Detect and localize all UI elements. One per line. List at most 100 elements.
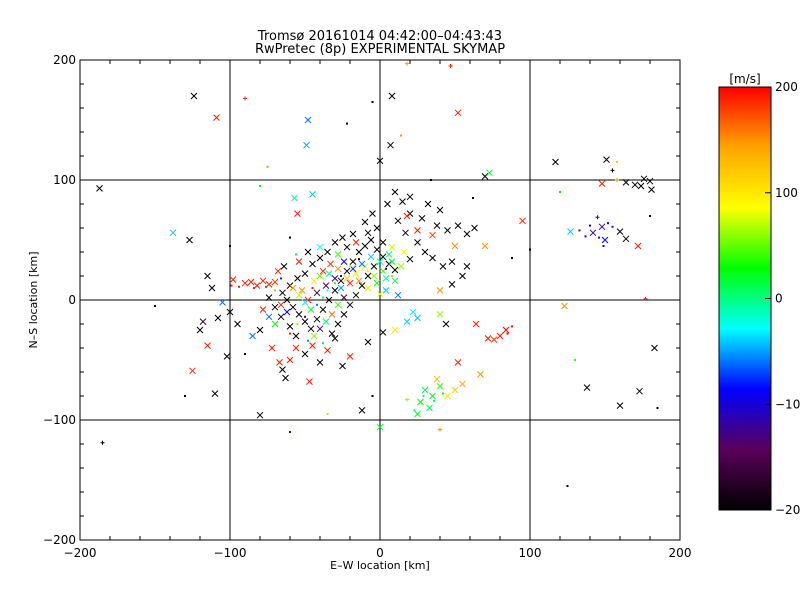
data-point-258 — [295, 258, 303, 265]
data-point-115 — [316, 359, 324, 366]
data-point-150 — [399, 198, 406, 205]
data-point-117 — [346, 353, 354, 360]
data-point-256 — [316, 243, 324, 251]
data-point-96 — [208, 284, 216, 292]
data-point-293 — [400, 134, 402, 137]
data-point-98 — [219, 299, 226, 306]
data-point-22 — [610, 168, 615, 173]
data-point-306 — [574, 359, 576, 361]
data-point-141 — [454, 222, 462, 229]
data-point-130 — [463, 263, 471, 270]
data-point-132 — [429, 254, 436, 262]
data-point-93 — [253, 287, 255, 289]
data-point-267 — [316, 303, 318, 306]
data-point-264 — [388, 243, 396, 251]
data-point-27 — [640, 175, 648, 183]
data-point-231 — [382, 275, 390, 282]
data-point-31 — [634, 242, 642, 250]
data-point-209 — [370, 272, 378, 280]
x-tick-label: 100 — [519, 546, 542, 560]
y-tick-label: 100 — [53, 173, 76, 187]
data-point-17 — [481, 173, 489, 180]
data-point-215 — [358, 260, 366, 268]
data-point-157 — [373, 224, 381, 232]
data-point-56 — [490, 336, 498, 343]
data-point-281 — [322, 342, 324, 345]
data-point-21 — [603, 156, 610, 163]
data-point-145 — [424, 200, 432, 208]
data-point-131 — [439, 263, 447, 270]
data-point-241 — [277, 301, 285, 309]
data-point-240 — [283, 308, 291, 316]
data-point-46 — [561, 302, 568, 310]
data-point-156 — [448, 258, 456, 265]
x-tick-label: 200 — [669, 546, 692, 560]
data-point-72 — [433, 375, 441, 383]
data-point-185 — [379, 253, 387, 261]
axis-ticks — [79, 59, 681, 541]
data-point-297 — [656, 407, 659, 409]
data-point-277 — [304, 315, 306, 318]
data-point-175 — [319, 306, 327, 313]
data-point-43 — [611, 225, 614, 228]
data-point-33 — [589, 229, 597, 237]
data-point-112 — [306, 378, 313, 385]
data-point-86 — [241, 279, 249, 287]
data-point-257 — [304, 248, 312, 256]
colorbar-tick-label: 200 — [775, 80, 798, 94]
data-point-162 — [324, 248, 331, 256]
data-point-195 — [328, 330, 336, 337]
data-point-34 — [598, 223, 606, 231]
data-point-248 — [328, 311, 336, 318]
x-tick-label: −100 — [214, 546, 247, 560]
data-point-7 — [454, 109, 462, 117]
data-point-75 — [442, 392, 444, 395]
data-point-55 — [496, 332, 504, 340]
data-point-124 — [414, 314, 421, 322]
data-point-298 — [616, 161, 618, 163]
data-point-193 — [340, 311, 348, 318]
y-tick-labels: −200 −100 0 100 200 — [43, 53, 76, 547]
data-point-77 — [405, 397, 409, 402]
data-point-14 — [186, 236, 193, 244]
data-point-20 — [552, 158, 559, 166]
data-point-212 — [385, 251, 393, 258]
data-point-304 — [184, 395, 186, 397]
data-point-244 — [259, 306, 267, 313]
data-point-118 — [339, 362, 346, 370]
data-point-25 — [622, 179, 630, 186]
data-point-127 — [436, 287, 444, 294]
data-point-222 — [298, 287, 306, 294]
data-point-236 — [307, 306, 315, 313]
data-point-168 — [279, 289, 286, 297]
data-point-246 — [316, 325, 324, 333]
data-point-170 — [289, 303, 297, 311]
data-point-134 — [414, 239, 421, 246]
data-point-158 — [361, 218, 369, 226]
data-point-282 — [280, 277, 282, 280]
data-point-18 — [486, 169, 493, 177]
data-point-60 — [472, 320, 480, 328]
data-point-247 — [322, 318, 330, 325]
data-point-4 — [304, 116, 312, 124]
data-point-255 — [394, 291, 402, 299]
data-point-284 — [154, 305, 156, 307]
x-tick-label: −200 — [64, 546, 97, 560]
data-point-58 — [511, 325, 513, 328]
data-point-200 — [265, 294, 273, 301]
data-point-199 — [271, 303, 279, 311]
data-point-225 — [325, 270, 333, 277]
data-point-143 — [471, 224, 478, 232]
data-point-224 — [316, 272, 324, 280]
x-tick-label: 0 — [376, 546, 384, 560]
data-point-9 — [448, 64, 453, 68]
data-point-237 — [301, 299, 309, 306]
y-axis-label: N–S location [km] — [27, 251, 40, 348]
data-point-97 — [204, 272, 211, 280]
x-tick-labels: −200 −100 0 100 200 — [64, 546, 692, 560]
data-point-63 — [429, 392, 436, 400]
data-point-286 — [289, 236, 291, 239]
data-point-296 — [649, 215, 651, 217]
data-point-223 — [310, 277, 318, 285]
